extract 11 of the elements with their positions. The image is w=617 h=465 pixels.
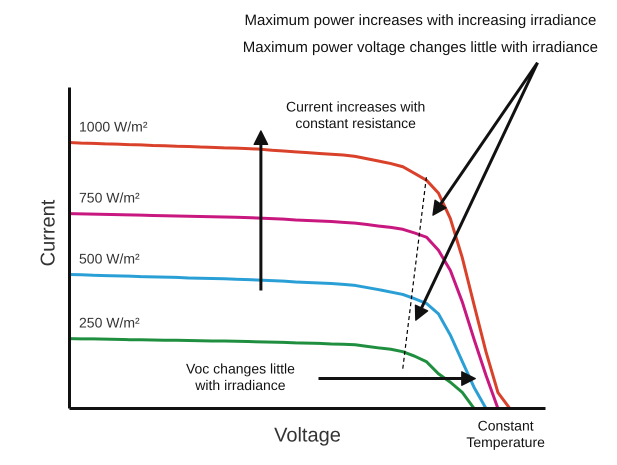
annotation: Voc changes little with irradiance xyxy=(186,360,296,394)
x-axis-title: Voltage xyxy=(274,424,341,446)
text: Constant Temperature xyxy=(466,418,546,450)
y-axis-title: Current xyxy=(38,199,60,266)
text: Maximum power increases with increasing irradiance xyxy=(244,12,596,29)
series-label: 750 W/m² xyxy=(79,190,140,206)
text: Maximum power voltage changes little with irradiance xyxy=(242,39,598,56)
series-label: 500 W/m² xyxy=(79,250,140,267)
series-label: 250 W/m² xyxy=(79,314,140,331)
text: Current increases with constant resistance xyxy=(286,98,426,132)
series-label: 1000 W/m² xyxy=(79,118,148,135)
